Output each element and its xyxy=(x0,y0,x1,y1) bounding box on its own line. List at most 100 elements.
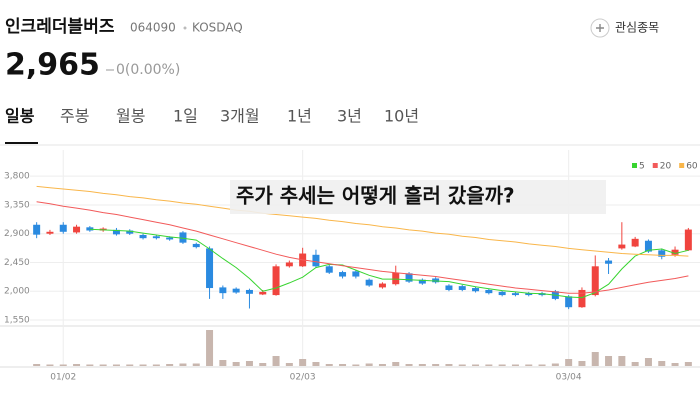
candle-body xyxy=(684,229,692,251)
candle-body xyxy=(312,254,320,267)
candle-body xyxy=(605,260,613,264)
tab-bar: 일봉 주봉 월봉 1일 3개월 1년 3년 10년 xyxy=(5,107,419,144)
watchlist-button[interactable]: 관심종목 xyxy=(590,18,659,38)
volume-bar xyxy=(618,356,626,366)
volume-bar xyxy=(392,362,400,366)
candle-body xyxy=(166,237,174,240)
volume-bar xyxy=(644,358,652,366)
volume-bar xyxy=(405,364,413,366)
volume-bar xyxy=(46,364,54,366)
tab[interactable]: 1일 xyxy=(173,107,198,126)
ma-line xyxy=(36,185,689,257)
volume-bar xyxy=(525,364,533,366)
candle-body xyxy=(192,243,200,248)
volume-bar xyxy=(631,362,639,366)
volume-bar xyxy=(339,364,347,366)
candle-body xyxy=(365,279,373,286)
annotation-box: 주가 추세는 어떻게 흘러 갔을까? xyxy=(230,180,606,214)
annotation-background xyxy=(230,180,606,214)
candle-body xyxy=(259,291,267,295)
candle-body xyxy=(511,293,519,296)
candle-body xyxy=(631,238,639,247)
ma-line xyxy=(36,201,689,294)
volume-bar xyxy=(152,364,160,366)
volume-bar xyxy=(658,361,666,366)
volume-bar xyxy=(671,363,679,366)
volume-bar xyxy=(126,364,134,366)
legend-swatch xyxy=(652,163,658,168)
candle-body xyxy=(325,266,333,273)
plus-icon xyxy=(590,18,610,38)
candle-body xyxy=(152,236,160,239)
volume-bar xyxy=(99,364,107,366)
candle-body xyxy=(126,230,134,234)
volume-bar xyxy=(325,364,333,366)
volume-bar xyxy=(179,363,187,366)
volume-bar xyxy=(272,356,280,366)
tab[interactable]: 일봉 xyxy=(5,107,35,126)
volume-bar xyxy=(551,363,559,366)
candle-body xyxy=(485,289,493,294)
volume-bar xyxy=(538,364,546,366)
candle-body xyxy=(245,289,253,294)
candle-body xyxy=(206,248,214,289)
x-tick-label: 03/04 xyxy=(556,373,582,383)
volume-bar xyxy=(73,364,81,366)
volume-bar xyxy=(591,352,599,366)
legend-swatch xyxy=(632,163,637,168)
volume-bar xyxy=(432,364,440,366)
volume-bar xyxy=(139,364,147,366)
tab[interactable]: 3개월 xyxy=(220,107,260,126)
candle-body xyxy=(232,288,240,293)
volume-bar xyxy=(485,364,493,366)
price: 2,965 xyxy=(5,48,100,83)
candle-body xyxy=(565,296,573,308)
y-tick-label: 2,000 xyxy=(4,287,30,297)
volume-bar xyxy=(166,364,174,366)
y-tick-label: 3,350 xyxy=(4,200,30,210)
button-label: 관심종목 xyxy=(615,21,659,35)
candle-body xyxy=(392,272,400,285)
candle-body xyxy=(525,293,533,296)
x-tick-label: 01/02 xyxy=(50,373,76,383)
volume-bar xyxy=(206,330,214,366)
volume-bar xyxy=(299,359,307,366)
volume-bar xyxy=(684,362,692,366)
legend-label: 20 xyxy=(660,162,672,172)
candle-body xyxy=(472,288,480,292)
candle-body xyxy=(432,278,440,283)
candle-body xyxy=(644,240,652,252)
tab[interactable]: 주봉 xyxy=(60,107,89,126)
volume-bar xyxy=(498,364,506,366)
volume-bar xyxy=(365,363,373,366)
tab[interactable]: 1년 xyxy=(287,107,312,126)
tab[interactable]: 10년 xyxy=(384,107,419,126)
legend-label: 60 xyxy=(686,162,698,172)
volume-bar xyxy=(285,363,293,366)
tab[interactable]: 3년 xyxy=(337,107,362,126)
volume-bar xyxy=(378,364,386,366)
volume-bar xyxy=(245,361,253,366)
volume-bar xyxy=(33,364,41,366)
candle-body xyxy=(458,286,466,290)
candle-body xyxy=(445,285,453,290)
candle-body xyxy=(59,224,67,232)
volume-bar xyxy=(458,364,466,366)
y-tick-label: 1,550 xyxy=(4,316,30,326)
price-change: 0(0.00%) xyxy=(116,62,180,78)
volume-bar xyxy=(565,359,573,366)
annotation: 주가 추세는 어떻게 흘러 갔을까? xyxy=(236,184,515,208)
volume-bar xyxy=(418,364,426,366)
candle-body xyxy=(339,272,347,277)
volume-bar xyxy=(605,356,613,366)
y-tick-label: 3,800 xyxy=(4,172,30,182)
tab[interactable]: 월봉 xyxy=(116,107,145,126)
candle-body xyxy=(591,266,599,296)
legend-swatch xyxy=(679,163,685,168)
candle-body xyxy=(272,266,280,296)
volume-bar xyxy=(259,363,267,366)
candle-body xyxy=(73,226,81,233)
volume-bar xyxy=(352,364,360,366)
plus-icon xyxy=(596,24,604,32)
